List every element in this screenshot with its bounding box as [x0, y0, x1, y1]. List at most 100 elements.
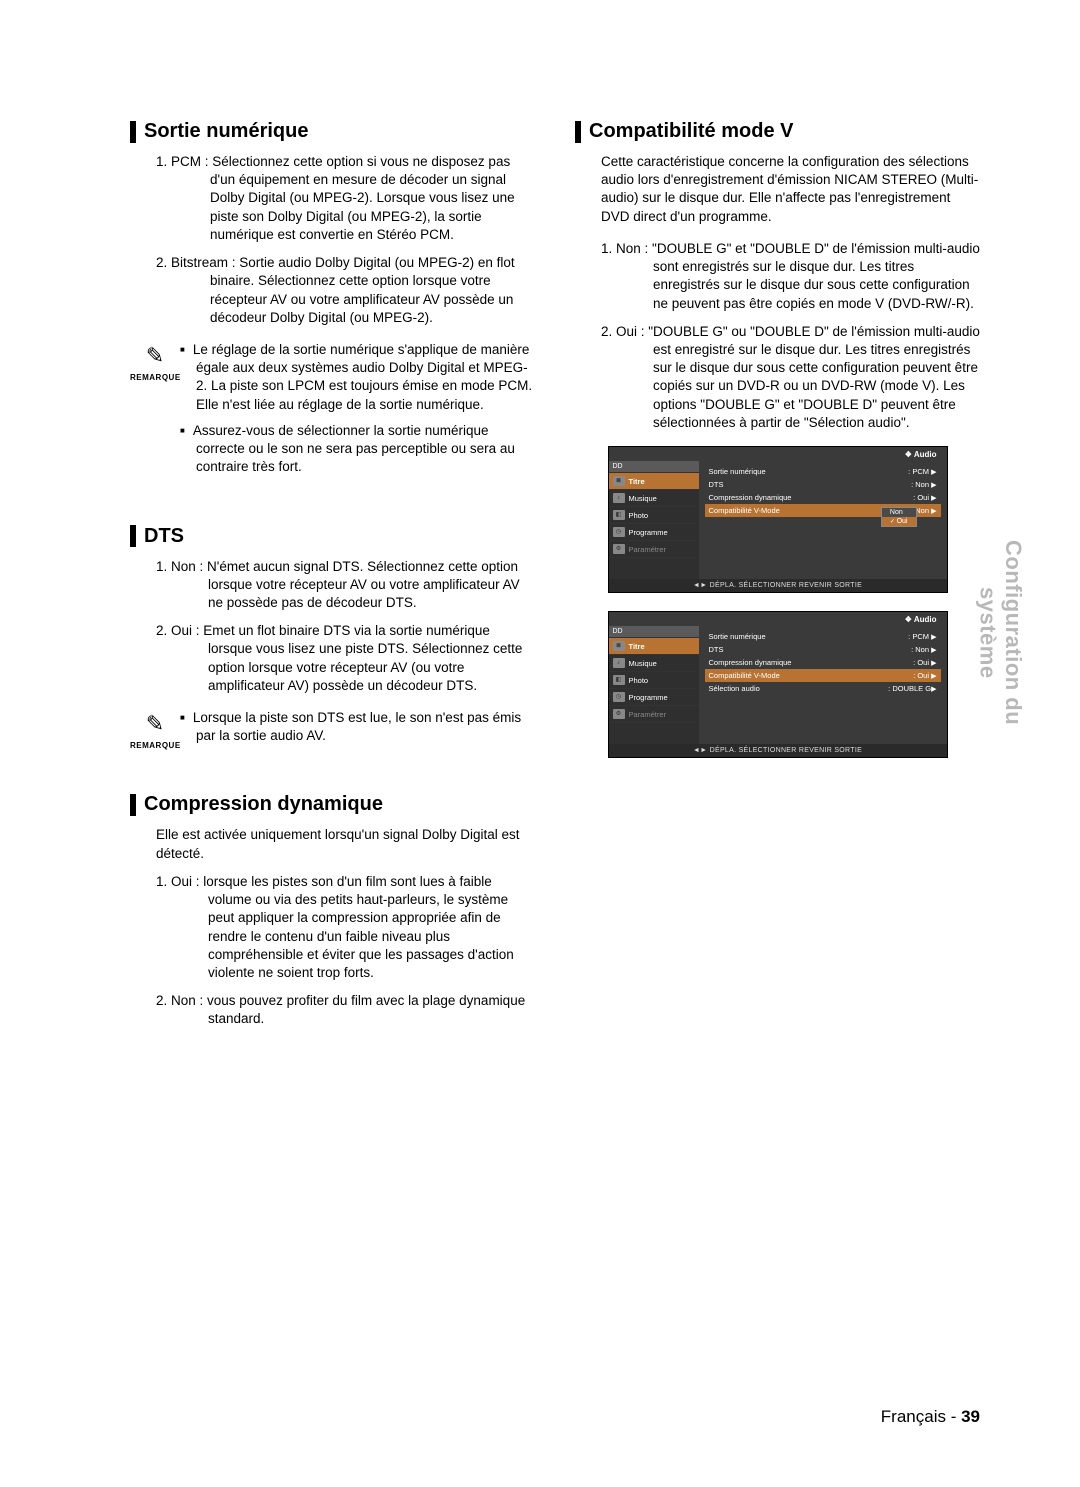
- osd-nav-label: Programme: [629, 528, 668, 537]
- sortie-item-1: 1. PCM : Sélectionnez cette option si vo…: [156, 153, 535, 244]
- osd-nav-titre: ≣Titre: [609, 638, 699, 655]
- photo-icon: ◧: [613, 675, 625, 685]
- osd-screenshot-1: Audio DD ≣Titre ♪Musique ◧Photo ◷Program…: [608, 446, 948, 593]
- osd-footer: ◄► DÉPLA. SÉLECTIONNER REVENIR SORTIE: [609, 579, 947, 592]
- heading-text: Compression dynamique: [144, 793, 383, 816]
- osd-nav-musique: ♪ Musique: [609, 655, 699, 672]
- dts-item-2: 2. Oui : Emet un flot binaire DTS via la…: [156, 622, 535, 695]
- clock-icon: ◷: [613, 527, 625, 537]
- heading-compression: Compression dynamique: [130, 793, 535, 816]
- note-icon: ✎: [130, 709, 180, 739]
- music-icon: ♪: [613, 493, 625, 503]
- heading-text: Sortie numérique: [144, 120, 308, 143]
- remark-list-sortie: Le réglage de la sortie numérique s'appl…: [180, 341, 535, 485]
- remark-list-dts: Lorsque la piste son DTS est lue, le son…: [180, 709, 535, 753]
- osd-screenshot-2: Audio DD ≣Titre ♪ Musique ◧ Photo ◷ Program…: [608, 611, 948, 758]
- osd-tab: DD: [609, 626, 699, 638]
- heading-compatibilite: Compatibilité mode V: [575, 120, 980, 143]
- osd-row-label: Compression dynamique: [709, 658, 792, 667]
- clock-icon: ◷: [613, 692, 625, 702]
- osd-footer: ◄► DÉPLA. SÉLECTIONNER REVENIR SORTIE: [609, 744, 947, 757]
- gear-icon: ⚙: [613, 709, 625, 719]
- osd-body: DD ≣Titre ♪Musique ◧Photo ◷Programme ⚙Pa…: [609, 461, 947, 579]
- remark-item: Le réglage de la sortie numérique s'appl…: [180, 341, 535, 414]
- remark-icon-col: ✎ REMARQUE: [130, 341, 180, 485]
- osd-row-compression: Compression dynamique: Oui ▶: [705, 491, 941, 504]
- arrow-right-icon: ▶: [931, 508, 936, 515]
- remark-item: Lorsque la piste son DTS est lue, le son…: [180, 709, 535, 745]
- osd-row-label: Sortie numérique: [709, 632, 766, 641]
- osd-header: Audio: [609, 612, 947, 626]
- osd-body: DD ≣Titre ♪ Musique ◧ Photo ◷ Programme ⚙ Pa…: [609, 626, 947, 744]
- osd-row-label: DTS: [709, 645, 724, 654]
- osd-nav-photo: ◧Photo: [609, 507, 699, 524]
- compression-list: 1. Oui : lorsque les pistes son d'un fil…: [130, 873, 535, 1029]
- osd-sidebar: DD ≣Titre ♪Musique ◧Photo ◷Programme ⚙Pa…: [609, 461, 699, 579]
- osd-row-sortie: Sortie numérique : PCM ▶: [705, 465, 941, 478]
- remark-item: Assurez-vous de sélectionner la sortie n…: [180, 422, 535, 477]
- heading-dts: DTS: [130, 525, 535, 548]
- osd-row-value: : Oui: [913, 493, 929, 502]
- osd-nav-titre: ≣Titre: [609, 473, 699, 490]
- sortie-list: 1. PCM : Sélectionnez cette option si vo…: [130, 153, 535, 327]
- footer-language: Français: [881, 1407, 946, 1426]
- osd-row-dts: DTS: Non ▶: [705, 478, 941, 491]
- remark-label: REMARQUE: [130, 373, 180, 384]
- osd-header: Audio: [609, 447, 947, 461]
- left-column: Sortie numérique 1. PCM : Sélectionnez c…: [130, 120, 535, 1039]
- osd-nav-label: Musique: [629, 494, 657, 503]
- note-icon: ✎: [130, 341, 180, 371]
- osd-main: Sortie numérique : PCM ▶ DTS: Non ▶ Compr…: [699, 461, 947, 579]
- footer-sep: -: [946, 1407, 961, 1426]
- side-tab-line1: Configuration du: [1001, 540, 1026, 725]
- remark-block-sortie: ✎ REMARQUE Le réglage de la sortie numér…: [130, 341, 535, 485]
- osd-dropdown-option: Non: [882, 508, 916, 517]
- gear-icon: ⚙: [613, 544, 625, 554]
- osd-main: Sortie numérique: PCM ▶ DTS : Non ▶ Compr…: [699, 626, 947, 744]
- osd-sidebar: DD ≣Titre ♪ Musique ◧ Photo ◷ Programme ⚙ Pa…: [609, 626, 699, 744]
- arrow-right-icon: ▶: [931, 634, 936, 641]
- music-icon: ♪: [613, 658, 625, 668]
- dts-item-1: 1. Non : N'émet aucun signal DTS. Sélect…: [156, 558, 535, 613]
- osd-row-label: Sélection audio: [709, 684, 760, 693]
- osd-row-label: DTS: [709, 480, 724, 489]
- footer-page-number: 39: [961, 1407, 980, 1426]
- osd-row-label: Sortie numérique: [709, 467, 766, 476]
- osd-nav-label: Photo: [629, 676, 649, 685]
- osd-nav-label: Musique: [629, 659, 657, 668]
- osd-nav-label: Paramétrer: [629, 710, 667, 719]
- osd-row-compat: Compatibilité V-Mode: Oui ▶: [705, 669, 941, 682]
- osd-nav-label: Paramétrer: [629, 545, 667, 554]
- compression-item-2: 2. Non : vous pouvez profiter du film av…: [156, 992, 535, 1028]
- list-icon: ≣: [613, 641, 625, 651]
- osd-nav-parametrer: ⚙ Paramétrer: [609, 541, 699, 558]
- remark-icon-col: ✎ REMARQUE: [130, 709, 180, 753]
- osd-row-value: : Non: [911, 645, 929, 654]
- osd-nav-label: Programme: [629, 693, 668, 702]
- osd-dropdown: Non Oui: [881, 507, 917, 527]
- compat-list: 1. Non : "DOUBLE G" et "DOUBLE D" de l'é…: [575, 240, 980, 432]
- osd-footer-text: DÉPLA. SÉLECTIONNER REVENIR SORTIE: [710, 747, 862, 754]
- osd-row-value: : Oui: [913, 658, 929, 667]
- arrow-right-icon: ▶: [931, 686, 936, 693]
- dts-list: 1. Non : N'émet aucun signal DTS. Sélect…: [130, 558, 535, 696]
- osd-nav-parametrer: ⚙ Paramétrer: [609, 706, 699, 723]
- osd-nav-programme: ◷ Programme: [609, 524, 699, 541]
- photo-icon: ◧: [613, 510, 625, 520]
- osd-footer-text: DÉPLA. SÉLECTIONNER REVENIR SORTIE: [710, 582, 862, 589]
- arrow-right-icon: ▶: [931, 469, 936, 476]
- heading-text: Compatibilité mode V: [589, 120, 793, 143]
- compression-intro: Elle est activée uniquement lorsqu'un si…: [130, 826, 535, 862]
- side-tab-line2: système: [976, 587, 1001, 679]
- right-column: Compatibilité mode V Cette caractéristiq…: [575, 120, 980, 1039]
- list-icon: ≣: [613, 476, 625, 486]
- osd-row-value: : PCM: [908, 467, 929, 476]
- remark-block-dts: ✎ REMARQUE Lorsque la piste son DTS est …: [130, 709, 535, 753]
- osd-row-dts: DTS: Non ▶: [705, 643, 941, 656]
- section-side-tab: Configuration du système: [975, 540, 1026, 725]
- osd-row-sortie: Sortie numérique: PCM ▶: [705, 630, 941, 643]
- remark-label: REMARQUE: [130, 741, 180, 752]
- osd-nav-photo: ◧ Photo: [609, 672, 699, 689]
- osd-row-value: : Oui: [913, 671, 929, 680]
- osd-row-label: Compatibilité V-Mode: [709, 671, 780, 680]
